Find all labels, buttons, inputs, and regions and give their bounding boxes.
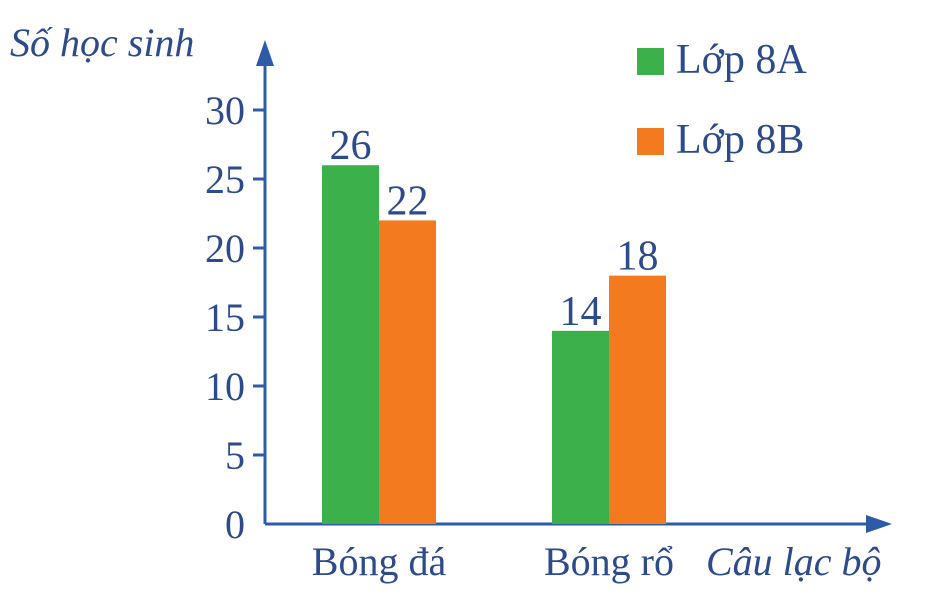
data-label: 22 <box>387 178 429 224</box>
y-tick-label: 30 <box>205 88 245 133</box>
bar <box>379 220 436 524</box>
x-axis-arrow-icon <box>866 515 892 533</box>
category-labels: Bóng đá Bóng rổ <box>312 539 674 584</box>
y-ticks: 0 5 10 15 20 25 30 <box>205 88 265 547</box>
legend-swatch <box>637 128 664 155</box>
y-tick-label: 10 <box>205 364 245 409</box>
y-axis-title: Số học sinh <box>10 20 194 65</box>
bars: 26 22 14 18 <box>322 123 666 524</box>
y-axis-arrow-icon <box>256 40 274 66</box>
legend-label: Lớp 8A <box>676 37 807 83</box>
bar <box>609 275 666 524</box>
legend-label: Lớp 8B <box>676 117 804 163</box>
legend: Lớp 8A Lớp 8B <box>637 37 807 163</box>
data-label: 14 <box>560 289 602 335</box>
y-tick-label: 0 <box>225 502 245 547</box>
y-tick-label: 20 <box>205 226 245 271</box>
y-tick-label: 25 <box>205 157 245 202</box>
y-tick-label: 15 <box>205 295 245 340</box>
category-label: Bóng rổ <box>544 539 674 584</box>
x-axis-title: Câu lạc bộ <box>706 539 882 584</box>
bar <box>322 165 379 524</box>
legend-swatch <box>637 48 664 75</box>
data-label: 26 <box>330 123 372 169</box>
y-tick-label: 5 <box>225 433 245 478</box>
data-label: 18 <box>617 234 659 280</box>
bar <box>552 330 609 524</box>
category-label: Bóng đá <box>312 539 447 584</box>
